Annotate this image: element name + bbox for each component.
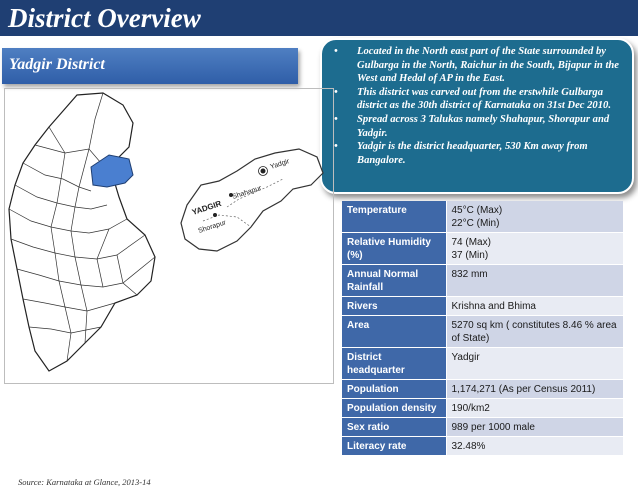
bullet-icon: • <box>334 86 338 98</box>
bullet-icon: • <box>334 113 338 125</box>
table-row: Temperature 45°C (Max) 22°C (Min) <box>342 201 623 233</box>
fact-value: 1,174,271 (As per Census 2011) <box>445 379 623 399</box>
table-row: Literacy rate 32.48% <box>342 436 623 456</box>
fact-value: 32.48% <box>445 436 623 456</box>
fact-label: Sex ratio <box>342 417 446 437</box>
overview-bullet: • This district was carved out from the e… <box>334 86 624 113</box>
bullet-text: This district was carved out from the er… <box>357 86 611 112</box>
table-row: Population density 190/km2 <box>342 398 623 418</box>
overview-bullet: • Spread across 3 Talukas namely Shahapur… <box>334 113 624 140</box>
fact-label: Literacy rate <box>342 436 446 456</box>
fact-label: Population <box>342 379 446 399</box>
overview-callout: • Located in the North east part of the S… <box>320 38 634 194</box>
fact-value: 190/km2 <box>445 398 623 418</box>
fact-value: Yadgir <box>445 347 623 380</box>
fact-value: 989 per 1000 male <box>445 417 623 437</box>
fact-value: 74 (Max) 37 (Min) <box>445 232 623 265</box>
source-note: Source: Karnataka at Glance, 2013-14 <box>18 477 151 487</box>
table-row: Sex ratio 989 per 1000 male <box>342 417 623 437</box>
bullet-text: Spread across 3 Talukas namely Shahapur,… <box>357 113 610 139</box>
table-row: Annual Normal Rainfall 832 mm <box>342 264 623 297</box>
yadgir-inset-map: Yadgir YADGIR Shahapur Shorapur <box>180 148 324 252</box>
table-row: Area 5270 sq km ( constitutes 8.46 % area… <box>342 315 623 348</box>
fact-value: Krishna and Bhima <box>445 296 623 316</box>
subtitle-bar: Yadgir District <box>2 48 298 84</box>
district-facts-table: Temperature 45°C (Max) 22°C (Min) Relative… <box>342 201 623 456</box>
bullet-icon: • <box>334 46 338 57</box>
fact-value: 45°C (Max) 22°C (Min) <box>445 201 623 233</box>
table-row: Relative Humidity (%) 74 (Max) 37 (Min) <box>342 232 623 265</box>
bullet-text: Yadgir is the district headquarter, 530 … <box>357 141 588 166</box>
fact-label: District headquarter <box>342 347 446 380</box>
overview-bullet: • Yadgir is the district headquarter, 530… <box>334 140 624 167</box>
table-row: Population 1,174,271 (As per Census 2011) <box>342 379 623 399</box>
karnataka-map-image: Yadgir YADGIR Shahapur Shorapur <box>8 92 324 372</box>
district-subtitle: Yadgir District <box>9 56 105 73</box>
title-bar: District Overview <box>0 0 638 36</box>
district-boundaries <box>8 92 156 362</box>
map-frame: Yadgir YADGIR Shahapur Shorapur <box>4 88 334 384</box>
fact-label: Relative Humidity (%) <box>342 232 446 265</box>
table-row: District headquarter Yadgir <box>342 347 623 380</box>
fact-value: 832 mm <box>445 264 623 297</box>
fact-label: Temperature <box>342 201 446 233</box>
yadgir-highlight <box>90 154 134 188</box>
overview-bullet: • Located in the North east part of the S… <box>334 45 624 86</box>
fact-label: Rivers <box>342 296 446 316</box>
fact-value: 5270 sq km ( constitutes 8.46 % area of … <box>445 315 623 348</box>
page-title: District Overview <box>8 3 201 33</box>
overview-bullet-list: • Located in the North east part of the S… <box>334 45 624 167</box>
bullet-icon: • <box>334 141 338 153</box>
table-row: Rivers Krishna and Bhima <box>342 296 623 316</box>
fact-label: Area <box>342 315 446 348</box>
bullet-text: Located in the North east part of the St… <box>357 46 619 85</box>
fact-label: Population density <box>342 398 446 418</box>
fact-label: Annual Normal Rainfall <box>342 264 446 297</box>
